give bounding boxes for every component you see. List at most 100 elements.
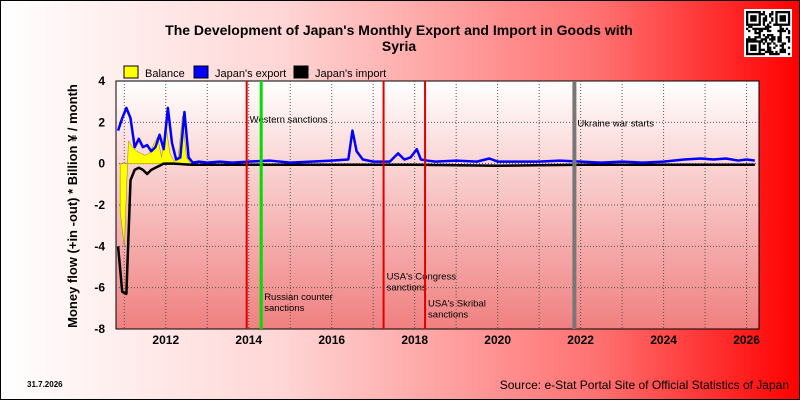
qr-module xyxy=(746,44,749,47)
qr-module xyxy=(764,19,768,22)
qr-module xyxy=(769,15,772,18)
qr-module xyxy=(769,48,772,52)
qr-module xyxy=(781,19,784,22)
qr-module xyxy=(750,11,753,14)
qr-module xyxy=(766,50,770,54)
qr-module xyxy=(754,52,757,56)
qr-module xyxy=(758,34,761,37)
qr-module xyxy=(769,46,772,49)
qr-module xyxy=(746,50,749,54)
qr-module xyxy=(783,29,787,33)
qr-module xyxy=(764,27,768,31)
qr-module xyxy=(787,17,791,20)
qr-module xyxy=(771,17,774,20)
qr-module xyxy=(760,52,763,56)
qr-module xyxy=(779,11,782,14)
qr-module xyxy=(781,15,784,18)
source-label: Source: e-Stat Portal Site of Official S… xyxy=(500,378,789,392)
qr-module xyxy=(779,31,782,35)
qr-module xyxy=(748,38,751,41)
qr-module xyxy=(762,52,766,56)
qr-module xyxy=(771,11,774,14)
y-tick-label: -8 xyxy=(94,322,105,336)
qr-module xyxy=(758,50,761,54)
qr-module xyxy=(762,38,766,41)
annotation-label: Ukraine war starts xyxy=(577,118,654,129)
qr-module xyxy=(754,19,757,22)
qr-module xyxy=(760,29,763,33)
legend-swatch-import xyxy=(293,65,309,79)
legend-label-import: Japan's import xyxy=(315,68,386,80)
qr-module xyxy=(769,38,772,41)
qr-module xyxy=(775,52,778,56)
qr-module xyxy=(752,27,755,31)
qr-module xyxy=(762,42,766,45)
qr-module xyxy=(769,13,772,16)
qr-module xyxy=(758,17,761,20)
qr-module xyxy=(746,21,749,24)
qr-module xyxy=(771,34,774,37)
qr-module xyxy=(752,38,755,41)
qr-module xyxy=(748,52,751,56)
qr-module xyxy=(773,46,776,49)
annotation-label: Western sanctions xyxy=(250,114,328,125)
annotation-label: USA's Congress sanctions xyxy=(387,271,457,293)
qr-module xyxy=(760,40,763,43)
qr-module xyxy=(781,50,784,54)
annotation-label-line: USA's Skribal xyxy=(428,298,486,309)
qr-module xyxy=(754,11,757,14)
qr-module xyxy=(785,36,789,39)
qr-module xyxy=(756,52,759,56)
y-tick-labels: 4 2 0 -2 -4 -6 -8 xyxy=(94,74,105,336)
qr-module xyxy=(769,34,772,37)
qr-module xyxy=(746,46,749,49)
qr-module xyxy=(773,36,776,39)
qr-module xyxy=(771,19,774,22)
qr-module xyxy=(781,29,784,33)
annotation-label: Russian counter sanctions xyxy=(264,292,333,314)
qr-module xyxy=(758,46,761,49)
qr-module xyxy=(764,40,768,43)
export-line xyxy=(116,106,756,164)
qr-module xyxy=(754,23,757,26)
y-axis-label: Money flow (+in -out) * Billion ¥ / mont… xyxy=(65,84,80,328)
legend: Balance Japan's export Japan's import xyxy=(123,65,386,80)
qr-module xyxy=(769,50,772,54)
qr-module xyxy=(752,11,755,14)
gridlines xyxy=(116,81,759,329)
qr-module xyxy=(748,23,751,26)
qr-module xyxy=(769,29,772,33)
qr-module xyxy=(777,52,780,56)
qr-module xyxy=(752,15,755,18)
qr-module xyxy=(771,50,774,54)
qr-module xyxy=(760,38,763,41)
plot-content xyxy=(116,106,756,296)
legend-label-export: Japan's export xyxy=(215,68,286,80)
qr-module xyxy=(779,40,782,43)
qr-module xyxy=(781,27,784,31)
x-tick-labels: 2012 2014 2016 2018 2020 2022 2024 2026 xyxy=(152,333,760,347)
qr-module xyxy=(758,11,761,14)
qr-module xyxy=(775,21,778,24)
qr-module xyxy=(754,44,757,47)
qr-module xyxy=(787,38,791,41)
annotation-label: USA's Skribal sanctions xyxy=(428,298,486,320)
qr-module xyxy=(756,31,759,35)
chart-title-line1: The Development of Japan's Monthly Expor… xyxy=(165,22,633,38)
qr-code-icon xyxy=(744,9,792,57)
qr-module xyxy=(771,13,774,16)
qr-module xyxy=(775,15,778,18)
qr-module xyxy=(781,23,784,26)
annotation-label-line: sanctions xyxy=(264,303,304,314)
x-tick-label: 2016 xyxy=(318,333,345,347)
x-tick-label: 2012 xyxy=(152,333,179,347)
legend-label-balance: Balance xyxy=(145,68,185,80)
qr-module xyxy=(781,46,784,49)
qr-module xyxy=(766,27,770,31)
qr-module xyxy=(756,11,759,14)
chart-title-line2: Syria xyxy=(382,38,416,54)
qr-module xyxy=(752,19,755,22)
qr-module xyxy=(746,17,749,20)
qr-module xyxy=(779,27,782,31)
